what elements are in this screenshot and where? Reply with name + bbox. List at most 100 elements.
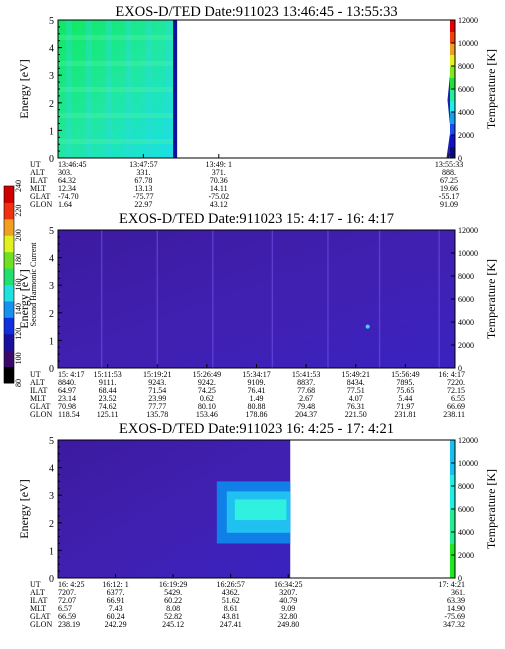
row-value: 79.48: [297, 402, 315, 411]
y-tick-label: 0: [49, 154, 54, 165]
row-value: 70.98: [58, 402, 76, 411]
row-value: 8.61: [224, 604, 238, 613]
side-colorbar-tick: 200: [14, 229, 23, 241]
colorbar-cell: [450, 543, 455, 579]
row-value: 249.80: [277, 620, 299, 629]
right-tick-label: 4000: [458, 528, 474, 537]
row-value: 75.65: [396, 386, 414, 395]
row-label: MLT: [30, 604, 46, 613]
row-value: 247.41: [220, 620, 242, 629]
side-colorbar-cell: [4, 235, 14, 253]
row-value: 361.: [451, 588, 465, 597]
row-value: 66.69: [447, 402, 465, 411]
right-tick-label: 12000: [458, 226, 478, 235]
row-value: 52.82: [164, 612, 182, 621]
row-value: 6377.: [107, 588, 125, 597]
enhancement-core: [234, 499, 287, 521]
side-colorbar-cell: [4, 268, 14, 285]
colorbar-cell: [450, 474, 455, 510]
row-value: -55.17: [439, 192, 460, 201]
row-value: 347.32: [443, 620, 465, 629]
right-tick-label: 8000: [458, 62, 474, 71]
side-colorbar-cell: [4, 350, 14, 368]
row-label: ILAT: [30, 386, 47, 395]
side-colorbar-cell: [4, 333, 14, 351]
side-colorbar: 80 100 120 140 160 180 200 220 240 Second Harmoni…: [3, 180, 38, 387]
side-colorbar-label: Second Harmonic Current: [29, 242, 38, 327]
colorbar-cell: [450, 112, 455, 124]
row-value: 72.07: [58, 596, 76, 605]
row-value: 238.19: [58, 620, 80, 629]
row-value: 71.97: [396, 402, 414, 411]
spectrogram-fill: [58, 230, 455, 368]
row-value: 60.24: [107, 612, 125, 621]
row-value: 13:47:57: [129, 160, 157, 169]
row-value: -74.70: [58, 192, 79, 201]
side-colorbar-cell: [4, 218, 14, 236]
row-value: 888.: [442, 168, 456, 177]
row-value: 5429.: [164, 588, 182, 597]
row-value: 13:49: 1: [206, 160, 232, 169]
side-colorbar-frame: [3, 185, 15, 384]
row-label: ALT: [30, 378, 45, 387]
row-value: 19.66: [440, 184, 458, 193]
row-value: 22.97: [134, 200, 152, 209]
row-value: 8.08: [166, 604, 180, 613]
row-value: 70.36: [210, 176, 228, 185]
y-tick-label: 2: [49, 99, 54, 110]
row-value: 17: 4:21: [439, 580, 465, 589]
row-value: 60.22: [164, 596, 182, 605]
y-tick-label: 2: [49, 309, 54, 320]
y-tick-label: 4: [49, 254, 54, 265]
row-value: 23.52: [99, 394, 117, 403]
right-tick-label: 0: [458, 154, 462, 163]
y-axis-label: Energy [eV]: [17, 269, 31, 328]
row-value: 74.25: [198, 386, 216, 395]
y-tick-label: 3: [49, 71, 54, 82]
y-tick-label: 2: [49, 519, 54, 530]
row-value: -75.02: [208, 192, 229, 201]
right-tick-label: 10000: [458, 39, 478, 48]
y-tick-label: 5: [49, 226, 54, 237]
row-value: 125.11: [97, 410, 119, 419]
right-tick-label: 2000: [458, 551, 474, 560]
side-colorbar-tick: 80: [14, 379, 23, 387]
right-tick-label: 10000: [458, 459, 478, 468]
row-value: 32.80: [279, 612, 297, 621]
row-value: 6.55: [451, 394, 465, 403]
y-tick-label: 1: [49, 126, 54, 137]
row-value: 67.78: [134, 176, 152, 185]
row-value: 15: 4:17: [58, 370, 84, 379]
row-value: 15:19:21: [143, 370, 171, 379]
row-value: 77.51: [347, 386, 365, 395]
row-value: 15:11:53: [94, 370, 122, 379]
texture-band: [58, 113, 178, 118]
row-label: GLON: [30, 410, 52, 419]
right-tick-label: 2000: [458, 341, 474, 350]
row-value: 303.: [58, 168, 72, 177]
row-value: 64.32: [58, 176, 76, 185]
row-value: 204.37: [295, 410, 317, 419]
row-value: 4.07: [349, 394, 363, 403]
row-value: 8840.: [58, 378, 76, 387]
side-colorbar-tick: 220: [14, 205, 23, 217]
row-label: GLAT: [30, 612, 51, 621]
row-value: 7220.: [447, 378, 465, 387]
row-value: 68.44: [99, 386, 117, 395]
colorbar-cell: [450, 123, 455, 136]
row-value: 15:49:21: [342, 370, 370, 379]
row-value: 16: 4:25: [58, 580, 84, 589]
row-value: 9111.: [99, 378, 116, 387]
row-value: 12.34: [58, 184, 76, 193]
row-value: 71.54: [148, 386, 166, 395]
row-value: 91.09: [440, 200, 458, 209]
side-colorbar-tick: 180: [14, 254, 23, 266]
panel-2: EXOS-D/TED Date:911023 15: 4:17 - 16: 4:…: [17, 211, 498, 419]
row-value: 153.46: [196, 410, 218, 419]
spectrogram-fill: [58, 20, 178, 158]
row-value: 13:55:33: [435, 160, 463, 169]
row-value: 7207.: [58, 588, 76, 597]
row-value: 231.81: [394, 410, 416, 419]
side-colorbar-cell: [4, 284, 14, 302]
row-value: 76.31: [347, 402, 365, 411]
